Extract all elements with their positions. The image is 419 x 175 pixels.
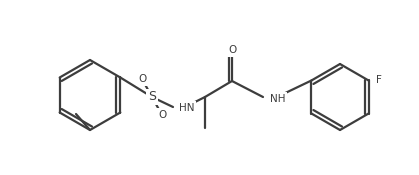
- Text: NH: NH: [270, 94, 285, 104]
- Text: O: O: [138, 74, 146, 84]
- Text: F: F: [376, 75, 382, 86]
- Text: S: S: [148, 90, 156, 103]
- Text: HN: HN: [179, 103, 194, 113]
- Text: O: O: [158, 110, 166, 120]
- Text: O: O: [228, 45, 236, 55]
